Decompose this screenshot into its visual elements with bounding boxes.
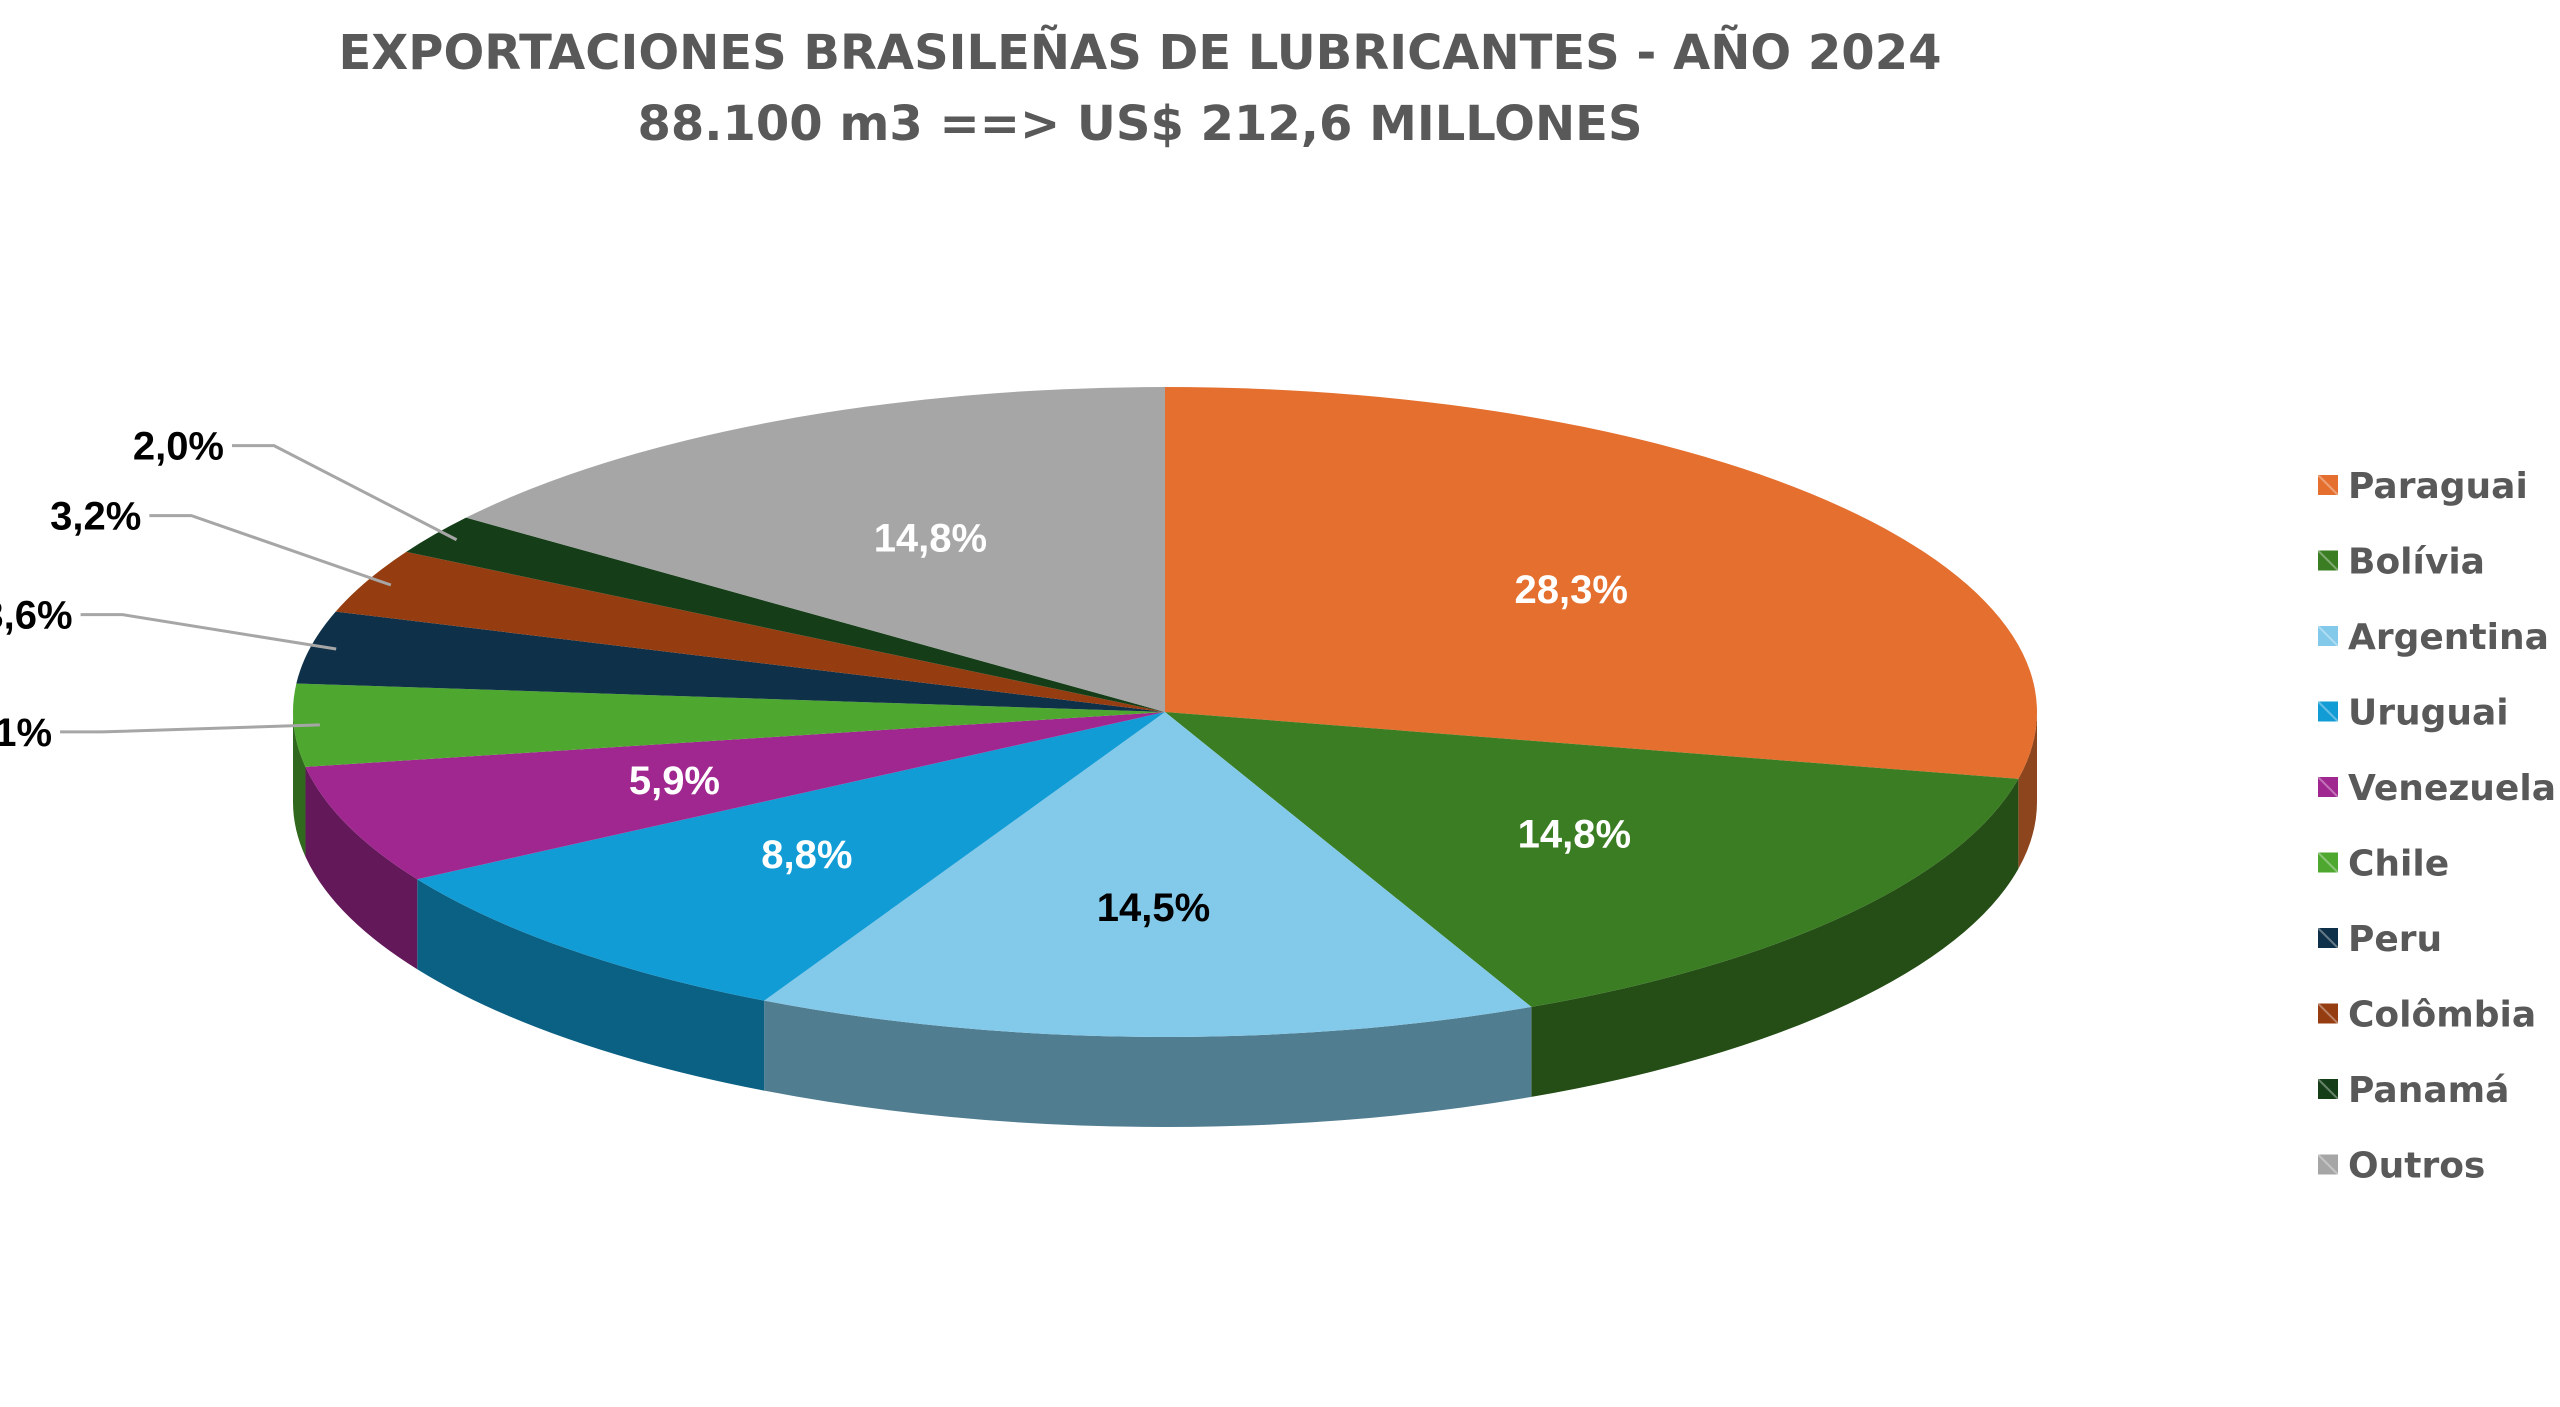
data-label-uruguai: 8,8%	[761, 833, 852, 877]
legend-swatch	[2318, 1079, 2338, 1099]
legend-label: Argentina	[2348, 617, 2549, 658]
legend-item-chile: Chile	[2317, 844, 2449, 885]
data-label-argentina: 14,5%	[1097, 886, 1210, 930]
legend-swatch	[2318, 777, 2338, 797]
legend-swatch-bevel	[2317, 625, 2339, 647]
data-label-outros: 14,8%	[874, 517, 987, 561]
legend-item-bolivia: Bolívia	[2317, 542, 2485, 583]
legend-swatch-bevel	[2317, 474, 2339, 496]
data-label-venezuela: 5,9%	[629, 759, 720, 803]
legend-swatch	[2318, 852, 2338, 873]
data-label-chile: 4,1%	[0, 711, 52, 755]
pie-slices	[293, 387, 2037, 1037]
slice-side-paraguai	[2018, 712, 2037, 869]
legend-item-venezuela: Venezuela	[2317, 768, 2556, 809]
chart-title: EXPORTACIONES BRASILEÑAS DE LUBRICANTES …	[338, 24, 1941, 81]
legend: Paraguai Bolívia Argentina Uruguai Venezuela…	[2317, 466, 2556, 1187]
legend-swatch-bevel	[2317, 851, 2339, 874]
legend-label: Outros	[2348, 1146, 2485, 1187]
legend-item-outros: Outros	[2317, 1146, 2485, 1187]
legend-item-peru: Peru	[2317, 919, 2442, 960]
legend-swatch	[2318, 1154, 2338, 1175]
chart-subtitle: 88.100 m3 ==> US$ 212,6 MILLONES	[637, 96, 1642, 152]
legend-label: Uruguai	[2348, 693, 2509, 734]
slice-outros	[466, 387, 1166, 712]
data-label-colombia: 3,2%	[50, 495, 141, 539]
legend-label: Panamá	[2348, 1070, 2509, 1111]
slice-panama	[406, 517, 1165, 712]
leader-line-peru	[80, 613, 337, 651]
slice-bolivia	[1165, 712, 2019, 1007]
legend-item-argentina: Argentina	[2317, 617, 2549, 658]
slice-chile	[293, 683, 1165, 767]
leader-line-chile	[60, 723, 320, 734]
legend-label: Venezuela	[2348, 768, 2556, 809]
data-label-panama: 2,0%	[133, 425, 224, 469]
slice-side-argentina	[764, 1000, 1532, 1127]
legend-item-uruguai: Uruguai	[2317, 693, 2509, 734]
legend-swatch	[2318, 626, 2338, 646]
legend-item-paraguai: Paraguai	[2317, 466, 2528, 507]
slice-side-venezuela	[305, 766, 418, 970]
leader-line-panama	[232, 444, 458, 542]
slice-side-uruguai	[417, 879, 765, 1091]
leader-line-colombia	[149, 514, 392, 587]
slice-peru	[296, 611, 1166, 712]
legend-swatch-bevel	[2317, 1153, 2339, 1176]
pie-depth	[293, 712, 2037, 1127]
slice-uruguai	[417, 712, 1165, 1001]
slice-side-bolivia	[1531, 778, 2019, 1097]
slice-paraguai	[1165, 387, 2037, 779]
data-labels: 28,3% 14,8% 14,5% 8,8% 5,9% 4,1% 3,6% 3,2% 2,0% 1…	[0, 425, 1631, 930]
slice-side-chile	[293, 712, 306, 857]
legend-swatch	[2318, 550, 2338, 571]
legend-label: Peru	[2348, 919, 2442, 960]
legend-swatch-bevel	[2317, 927, 2339, 949]
legend-swatch	[2318, 1003, 2338, 1024]
legend-swatch-bevel	[2317, 700, 2339, 723]
slice-colombia	[335, 551, 1165, 712]
legend-swatch-bevel	[2317, 776, 2339, 798]
legend-swatch	[2318, 928, 2338, 948]
data-label-peru: 3,6%	[0, 594, 73, 638]
legend-label: Chile	[2348, 844, 2449, 885]
legend-label: Colômbia	[2348, 995, 2536, 1036]
slice-argentina	[764, 712, 1532, 1037]
legend-swatch-bevel	[2317, 1078, 2339, 1100]
legend-swatch-bevel	[2317, 549, 2339, 572]
slice-venezuela	[305, 712, 1165, 880]
legend-label: Paraguai	[2348, 466, 2528, 507]
legend-item-panama: Panamá	[2317, 1070, 2509, 1111]
legend-label: Bolívia	[2348, 542, 2485, 583]
legend-swatch-bevel	[2317, 1002, 2339, 1025]
data-label-paraguai: 28,3%	[1515, 568, 1628, 612]
legend-item-colombia: Colômbia	[2317, 995, 2536, 1036]
legend-swatch	[2318, 475, 2338, 495]
data-label-bolivia: 14,8%	[1518, 812, 1631, 856]
legend-swatch	[2318, 701, 2338, 722]
